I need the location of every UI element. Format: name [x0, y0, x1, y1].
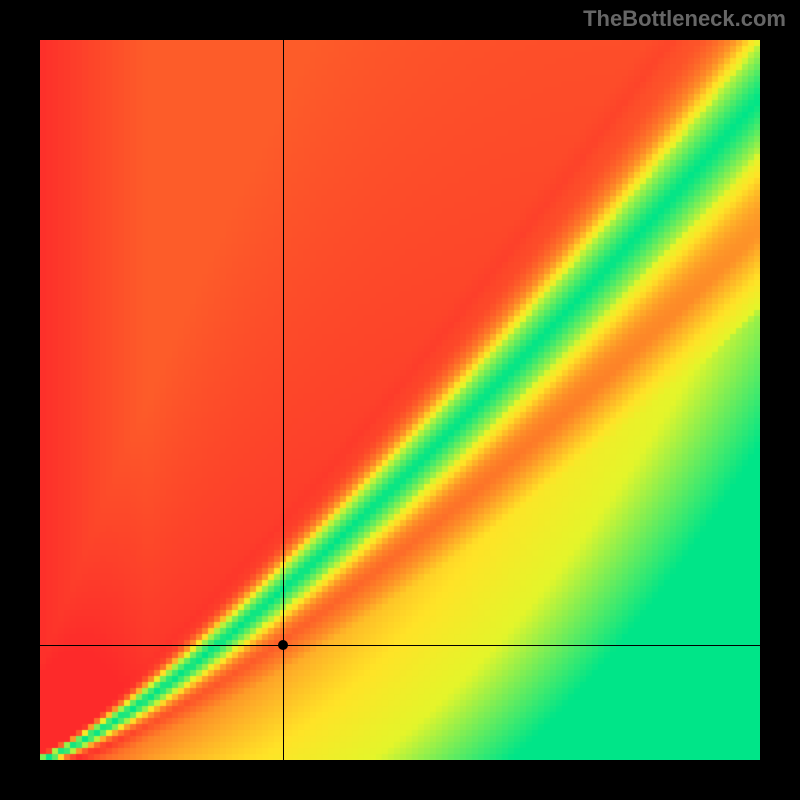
crosshair-marker [278, 640, 288, 650]
crosshair-horizontal [40, 645, 760, 646]
watermark-label: TheBottleneck.com [583, 6, 786, 32]
heatmap-canvas [40, 40, 760, 760]
chart-container: TheBottleneck.com [0, 0, 800, 800]
crosshair-vertical [283, 40, 284, 760]
plot-area [40, 40, 760, 760]
